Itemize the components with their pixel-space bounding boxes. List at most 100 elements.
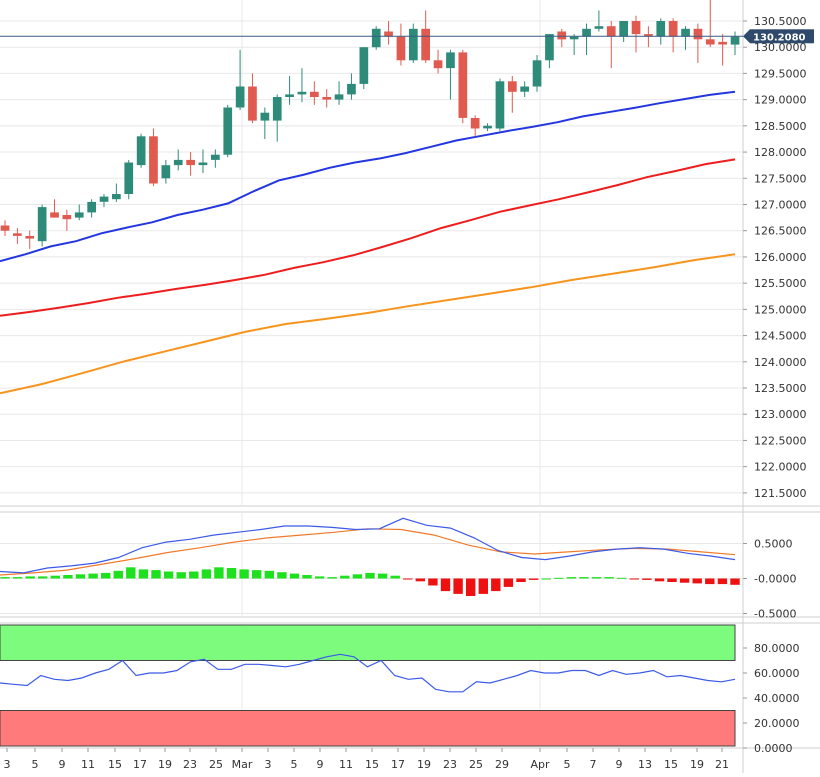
- candle-body: [631, 21, 641, 35]
- macd-histogram-bar: [730, 578, 740, 585]
- macd-histogram-bar: [12, 577, 23, 579]
- macd-histogram-bar: [415, 578, 425, 582]
- price-tick-label: 124.5000: [754, 330, 807, 343]
- macd-histogram-bar: [176, 572, 186, 579]
- price-tick-label: 130.5000: [754, 15, 807, 28]
- candle-body: [668, 21, 678, 37]
- candle-body: [508, 81, 517, 92]
- current-price-badge-arrow: [743, 29, 750, 44]
- date-tick-label: 5: [291, 758, 298, 771]
- macd-histogram-bar: [226, 568, 237, 579]
- macd-histogram-bar: [189, 571, 199, 579]
- candle-body: [235, 86, 245, 108]
- macd-histogram-bar: [566, 577, 577, 579]
- candle-body: [223, 107, 233, 155]
- date-tick-label: 9: [317, 758, 324, 771]
- marks-layer: [0, 0, 743, 693]
- date-tick-label: 17: [391, 758, 405, 771]
- candle-body: [606, 26, 616, 37]
- macd-histogram-bar: [365, 572, 375, 579]
- candle-body: [260, 112, 270, 121]
- price-tick-label: 130.0000: [754, 41, 807, 54]
- candle-body: [25, 236, 35, 239]
- candle-body: [458, 52, 468, 118]
- candle-body: [359, 47, 369, 84]
- date-tick-label: 19: [690, 758, 704, 771]
- candle-body: [520, 86, 529, 92]
- candle-body: [37, 207, 47, 242]
- date-tick-label: 25: [209, 758, 223, 771]
- candle-body: [718, 41, 727, 45]
- price-tick-label: 123.5000: [754, 382, 807, 395]
- candle-body: [483, 125, 492, 129]
- macd-histogram-bar: [453, 578, 463, 594]
- date-tick-label: 21: [715, 758, 729, 771]
- macd-histogram-bar: [478, 578, 488, 594]
- candle-body: [50, 212, 59, 218]
- macd-histogram-bar: [667, 578, 677, 582]
- sma_slow-line: [0, 253, 736, 395]
- candle-body: [371, 28, 381, 48]
- date-tick-label: Mar: [232, 758, 253, 771]
- candle-body: [582, 28, 591, 37]
- axis-layer: 121.5000 122.0000 122.5000 123.0000 123.5000…: [4, 15, 814, 771]
- candle-body: [62, 215, 72, 220]
- candle-body: [112, 194, 121, 200]
- rsi-tick-label: 20.0000: [754, 717, 800, 730]
- candle-body: [470, 118, 480, 129]
- candle-body: [545, 34, 554, 61]
- date-tick-label: 15: [365, 758, 379, 771]
- candle-body: [272, 97, 282, 121]
- macd-histogram-bar: [377, 573, 388, 579]
- candle-body: [644, 34, 653, 37]
- rsi-overbought-zone: [0, 624, 736, 661]
- macd-histogram-bar: [541, 578, 551, 580]
- macd-histogram-bar: [390, 575, 400, 579]
- candle-body: [173, 159, 183, 166]
- candle-body: [99, 196, 109, 202]
- macd-histogram-bar: [214, 567, 224, 579]
- macd-histogram-bar: [554, 577, 564, 579]
- date-tick-label: 23: [443, 758, 457, 771]
- macd-histogram-bar: [629, 578, 639, 580]
- price-tick-label: 128.0000: [754, 146, 807, 159]
- date-tick-label: Apr: [530, 758, 550, 771]
- price-tick-label: 127.5000: [754, 172, 807, 185]
- date-tick-label: 5: [32, 758, 39, 771]
- macd-histogram-bar: [503, 578, 514, 587]
- candle-body: [705, 39, 715, 45]
- date-tick-label: 17: [133, 758, 147, 771]
- candle-body: [334, 94, 344, 100]
- candle-body: [532, 60, 542, 87]
- price-tick-label: 124.0000: [754, 356, 807, 369]
- macd-histogram-bar: [642, 578, 652, 580]
- rsi-tick-label: 60.0000: [754, 667, 800, 680]
- date-tick-label: 3: [265, 758, 272, 771]
- candle-body: [248, 86, 257, 121]
- date-tick-label: 23: [183, 758, 197, 771]
- macd-histogram-bar: [528, 578, 539, 580]
- macd-histogram-bar: [403, 578, 413, 580]
- candle-body: [0, 225, 10, 231]
- macd-histogram-bar: [38, 576, 48, 579]
- price-tick-label: 123.0000: [754, 408, 807, 421]
- rsi-tick-label: 40.0000: [754, 692, 800, 705]
- macd-histogram-bar: [591, 577, 602, 579]
- macd-histogram-bar: [0, 577, 10, 579]
- candle-body: [310, 91, 319, 97]
- macd-histogram-bar: [101, 572, 111, 579]
- macd-histogram-bar: [314, 576, 325, 579]
- macd-histogram-bar: [151, 570, 161, 579]
- candle-body: [13, 233, 22, 236]
- candle-body: [136, 136, 146, 166]
- date-tick-label: 9: [616, 758, 623, 771]
- candle-body: [421, 28, 430, 61]
- candle-body: [730, 36, 740, 45]
- date-tick-label: 9: [59, 758, 66, 771]
- macd-histogram-bar: [138, 569, 149, 579]
- candle-body: [211, 154, 220, 160]
- candle-body: [347, 83, 356, 95]
- macd-histogram-bar: [579, 577, 589, 579]
- macd-histogram-bar: [516, 578, 526, 582]
